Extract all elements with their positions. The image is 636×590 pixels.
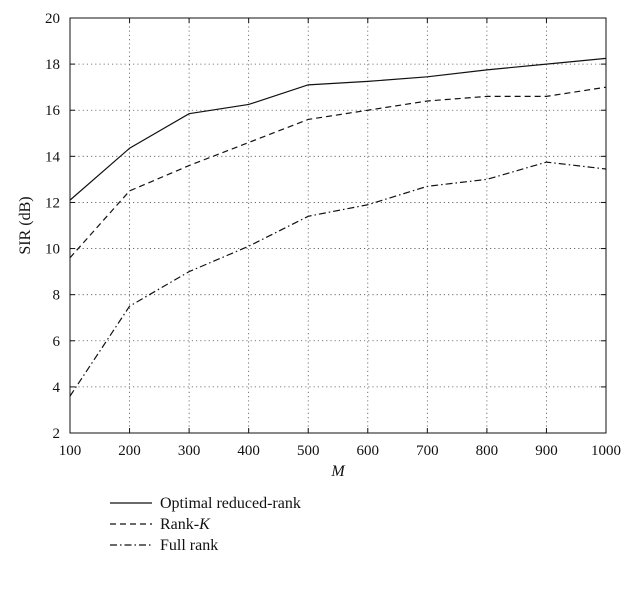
series-line — [69, 57, 607, 201]
legend-label-italic: K — [198, 516, 211, 533]
y-tick-label: 10 — [45, 242, 60, 258]
y-tick-label: 8 — [53, 288, 61, 304]
legend-label: Rank-K — [160, 516, 211, 533]
legend-label-text: Rank- — [160, 516, 199, 533]
y-tick-label: 14 — [45, 149, 61, 165]
x-tick-label: 800 — [476, 443, 499, 459]
x-tick-label: 300 — [178, 443, 201, 459]
legend-label-text: Optimal reduced-rank — [160, 495, 301, 512]
series-lines — [69, 57, 607, 397]
y-tick-label: 6 — [53, 334, 61, 350]
x-tick-label: 900 — [535, 443, 558, 459]
x-tick-labels: 100 200 300 400 500 600 700 800 900 1000 — [59, 443, 621, 459]
y-tick-label: 4 — [53, 380, 61, 396]
x-tick-label: 400 — [237, 443, 260, 459]
series-line — [69, 161, 607, 397]
x-tick-label: 700 — [416, 443, 439, 459]
y-tick-labels: 2 4 6 8 10 12 14 16 18 20 — [45, 11, 61, 442]
x-tick-label: 100 — [59, 443, 82, 459]
legend-label: Optimal reduced-rank — [160, 495, 301, 512]
legend-label: Full rank — [160, 537, 218, 554]
x-tick-label: 600 — [357, 443, 380, 459]
legend-label-text: Full rank — [160, 537, 218, 554]
x-tick-label: 500 — [297, 443, 320, 459]
grid-lines — [70, 18, 606, 433]
legend: Optimal reduced-rank Rank-K Full rank — [110, 495, 301, 554]
x-tick-label: 1000 — [591, 443, 621, 459]
y-tick-label: 2 — [53, 426, 61, 442]
series-line — [69, 86, 607, 259]
x-axis-label: M — [330, 463, 346, 480]
x-tick-label: 200 — [118, 443, 141, 459]
y-tick-label: 16 — [45, 103, 61, 119]
y-tick-label: 18 — [45, 57, 60, 73]
tick-marks — [69, 17, 607, 434]
plot-frame — [69, 17, 607, 434]
y-tick-label: 12 — [45, 195, 60, 211]
y-tick-label: 20 — [45, 11, 60, 27]
y-axis-label: SIR (dB) — [17, 196, 34, 254]
